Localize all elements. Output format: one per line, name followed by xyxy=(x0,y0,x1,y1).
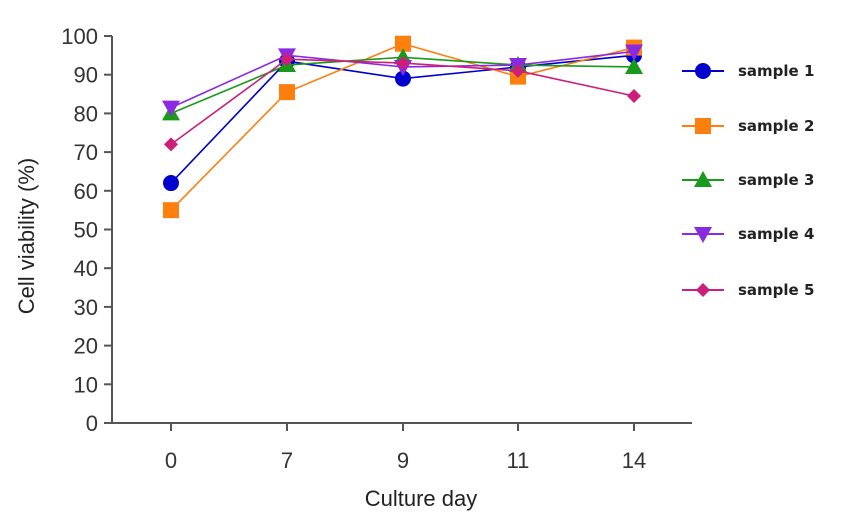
data-point xyxy=(163,202,179,219)
y-tick-label: 30 xyxy=(74,295,98,320)
y-tick-label: 100 xyxy=(61,24,98,49)
y-tick-label: 60 xyxy=(74,179,98,204)
legend-item: sample 1 xyxy=(682,62,814,80)
legend-item: sample 4 xyxy=(682,225,814,243)
x-axis: 0 7 9 11 14 xyxy=(112,422,692,473)
data-point xyxy=(511,63,525,78)
data-point xyxy=(625,44,643,61)
series-5 xyxy=(164,52,641,152)
legend-marker xyxy=(696,283,710,297)
y-tick-label: 0 xyxy=(86,411,98,436)
y-tick-label: 50 xyxy=(74,218,98,243)
legend-marker xyxy=(694,227,712,243)
data-point xyxy=(625,57,643,74)
data-point xyxy=(162,100,180,117)
x-tick-label: 0 xyxy=(165,448,177,473)
y-axis-title: Cell viability (%) xyxy=(14,158,39,314)
x-tick-label: 7 xyxy=(281,448,293,473)
legend-label: sample 2 xyxy=(738,117,814,135)
data-point xyxy=(280,52,294,67)
y-tick-label: 20 xyxy=(74,334,98,359)
y-tick-label: 10 xyxy=(74,372,98,397)
y-tick-label: 40 xyxy=(74,256,98,281)
data-point xyxy=(395,35,411,52)
legend-label: sample 1 xyxy=(738,62,814,80)
legend-label: sample 3 xyxy=(738,171,814,189)
legend: sample 1 sample 2 sample 3 sample 4 sample 5 xyxy=(682,62,814,299)
y-axis: 0 10 20 30 40 50 60 70 80 90 100 xyxy=(61,24,113,436)
y-tick-label: 80 xyxy=(74,101,98,126)
legend-marker xyxy=(694,171,712,187)
series-group xyxy=(162,35,643,219)
data-point xyxy=(627,88,641,103)
data-point xyxy=(164,137,178,152)
x-tick-label: 11 xyxy=(507,448,530,473)
legend-item: sample 5 xyxy=(682,281,814,299)
data-point xyxy=(163,175,179,192)
legend-marker xyxy=(695,63,711,79)
y-tick-label: 70 xyxy=(74,140,98,165)
legend-marker xyxy=(695,118,711,134)
y-tick-label: 90 xyxy=(74,63,98,88)
data-point xyxy=(396,56,410,71)
x-axis-title: Culture day xyxy=(365,486,478,511)
data-point xyxy=(395,70,411,87)
legend-item: sample 2 xyxy=(682,117,814,135)
legend-item: sample 3 xyxy=(682,171,814,189)
legend-label: sample 4 xyxy=(738,225,814,243)
x-tick-label: 14 xyxy=(622,448,646,473)
x-tick-label: 9 xyxy=(397,448,409,473)
data-point xyxy=(279,84,295,101)
legend-label: sample 5 xyxy=(738,281,814,299)
